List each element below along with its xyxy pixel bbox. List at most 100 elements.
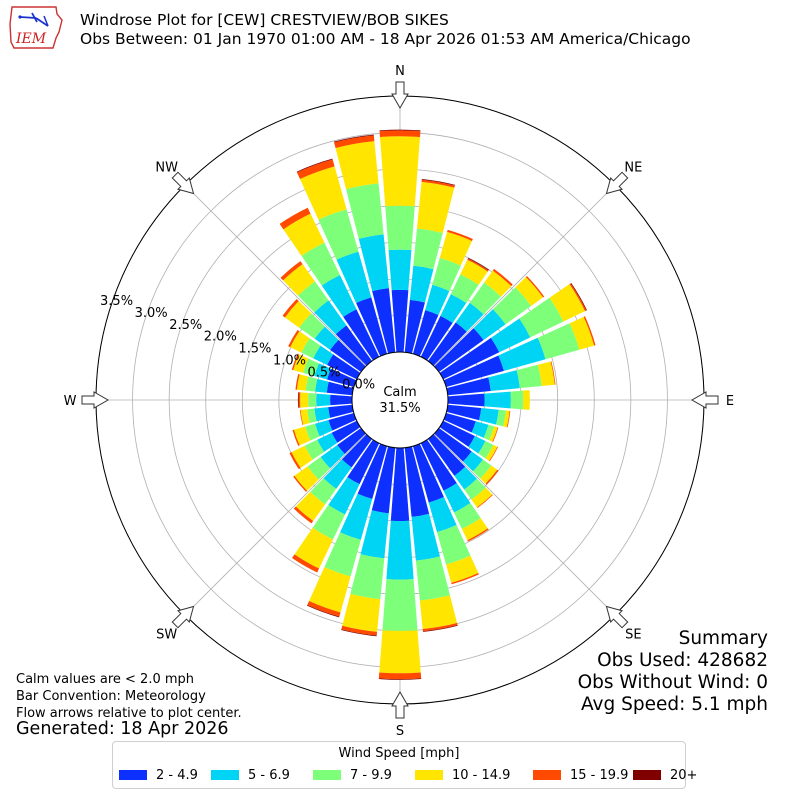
wind-bar-segment [480, 465, 498, 484]
wind-bar-segment [280, 261, 303, 281]
wind-bar-segment [371, 446, 396, 514]
wind-bar-segment [422, 625, 458, 632]
wind-bar-segment [301, 338, 321, 359]
radial-tick-labels: 0.0%0.5%1.0%1.5%2.0%2.5%3.0%3.5% [100, 294, 375, 392]
legend-label: 7 - 9.9 [350, 767, 392, 783]
wind-bar-segment [537, 323, 580, 360]
legend-swatch [533, 770, 561, 780]
wind-bar-segment [295, 491, 326, 522]
wind-bar-segment [360, 510, 389, 559]
legend-item: 5 - 6.9 [211, 767, 290, 783]
wind-bar-segment [296, 158, 333, 173]
wind-bar-segment [307, 456, 331, 480]
wind-bar-segment [583, 316, 596, 346]
wind-bar-segment [342, 593, 381, 632]
wind-bar-segment [422, 622, 458, 632]
wind-bar-segment [446, 555, 479, 583]
wind-bar-segment [297, 392, 299, 408]
wind-bar-segment [439, 231, 472, 266]
wind-bar-segment [483, 424, 495, 441]
wind-bar-segment [292, 554, 320, 573]
wind-bar-segment [439, 420, 475, 447]
wind-bar-segment [443, 483, 471, 513]
wind-bar-segment [335, 325, 373, 366]
wind-bar-segment [460, 259, 488, 285]
radial-tick-label: 0.5% [308, 365, 341, 380]
wind-bar-segment [443, 412, 476, 433]
wind-bar-segment [327, 368, 357, 388]
wind-bar-segment [357, 443, 388, 500]
wind-bar-segment [440, 294, 467, 323]
radial-tick-label: 3.0% [135, 306, 168, 321]
summary-avg-speed: Avg Speed: 5.1 mph [580, 694, 768, 715]
wind-bar-segment [356, 297, 388, 357]
summary-obs-without-wind: Obs Without Wind: 0 [577, 672, 768, 693]
wind-bar-segment [467, 257, 489, 271]
summary-heading: Summary [678, 628, 768, 649]
wind-bar-segment [498, 337, 546, 371]
direction-labels: N NE E SE S SW W NW [64, 64, 735, 739]
wind-bar-segment [326, 381, 354, 396]
wind-bar-segment [412, 443, 444, 503]
wind-bar-segment [305, 423, 320, 441]
svg-text:IEM: IEM [15, 31, 47, 47]
grid-spoke [184, 184, 367, 367]
wind-bar-segment [310, 478, 337, 505]
wind-bar-segment [295, 373, 300, 390]
wind-bar-segment [347, 439, 380, 485]
generated-date: Generated: 18 Apr 2026 [16, 719, 229, 739]
wind-bar-segment [301, 242, 340, 286]
wind-bar-segment [467, 528, 489, 542]
wind-bar-segment [308, 393, 317, 407]
legend-item: 7 - 9.9 [313, 767, 392, 783]
wind-bar-segment [309, 567, 351, 613]
wind-bar-segment [413, 228, 443, 270]
wind-bar-segment [485, 469, 499, 485]
legend: Wind Speed [mph] 2 - 4.9 5 - 6.9 7 - 9.9 10… [112, 741, 697, 789]
wind-bar-segment [522, 390, 530, 410]
wind-bar-segment [420, 439, 457, 491]
wind-bar-segment [404, 299, 425, 354]
flow-arrows [81, 81, 719, 719]
wind-bar-segment [283, 213, 325, 256]
wind-bar-segment [390, 447, 410, 522]
direction-label: SE [625, 627, 641, 642]
grid-spoke [184, 433, 367, 616]
grid-spoke [433, 433, 616, 616]
wind-bar-segment [324, 532, 361, 577]
chart-title: Windrose Plot for [CEW] CRESTVIEW/BOB SI… [80, 11, 449, 29]
wind-bar-segment [341, 625, 378, 636]
wind-bar-segment [289, 452, 301, 470]
wind-bar-segment [489, 426, 498, 442]
wind-bar-segment [296, 159, 335, 180]
note-flow-arrows: Flow arrows relative to plot center. [16, 706, 242, 721]
flow-arrow-icon [171, 605, 195, 629]
wind-bar-segment [492, 268, 513, 287]
wind-bar-segment [488, 370, 520, 392]
wind-bar-segment [299, 313, 325, 339]
wind-bar-segment [327, 354, 361, 380]
wind-bar-segment [489, 446, 498, 462]
wind-bar-segment [378, 672, 422, 680]
flow-arrow-icon [690, 391, 719, 409]
wind-bar-segment [341, 434, 373, 468]
wind-bar-segment [288, 329, 300, 348]
wind-bar-segment [519, 297, 564, 338]
wind-bar-segment [378, 678, 422, 680]
legend-swatch [633, 770, 661, 780]
wind-bar-segment [391, 289, 409, 353]
direction-label: W [64, 394, 77, 409]
wind-bar-segment [492, 287, 532, 325]
direction-label: NW [155, 161, 178, 176]
legend-item: 15 - 19.9 [533, 767, 628, 783]
wind-bar-segment [315, 420, 333, 437]
wind-bar-segment [323, 459, 352, 489]
wind-bar-segment [293, 354, 309, 373]
legend-label: 15 - 19.9 [570, 767, 629, 783]
legend-label: 10 - 14.9 [452, 767, 511, 783]
wind-bar-segment [549, 284, 586, 322]
wind-bar-segment [451, 573, 479, 585]
wind-bar-segment [385, 205, 415, 251]
wind-bar-segment [463, 451, 483, 472]
wind-bars [279, 129, 596, 680]
